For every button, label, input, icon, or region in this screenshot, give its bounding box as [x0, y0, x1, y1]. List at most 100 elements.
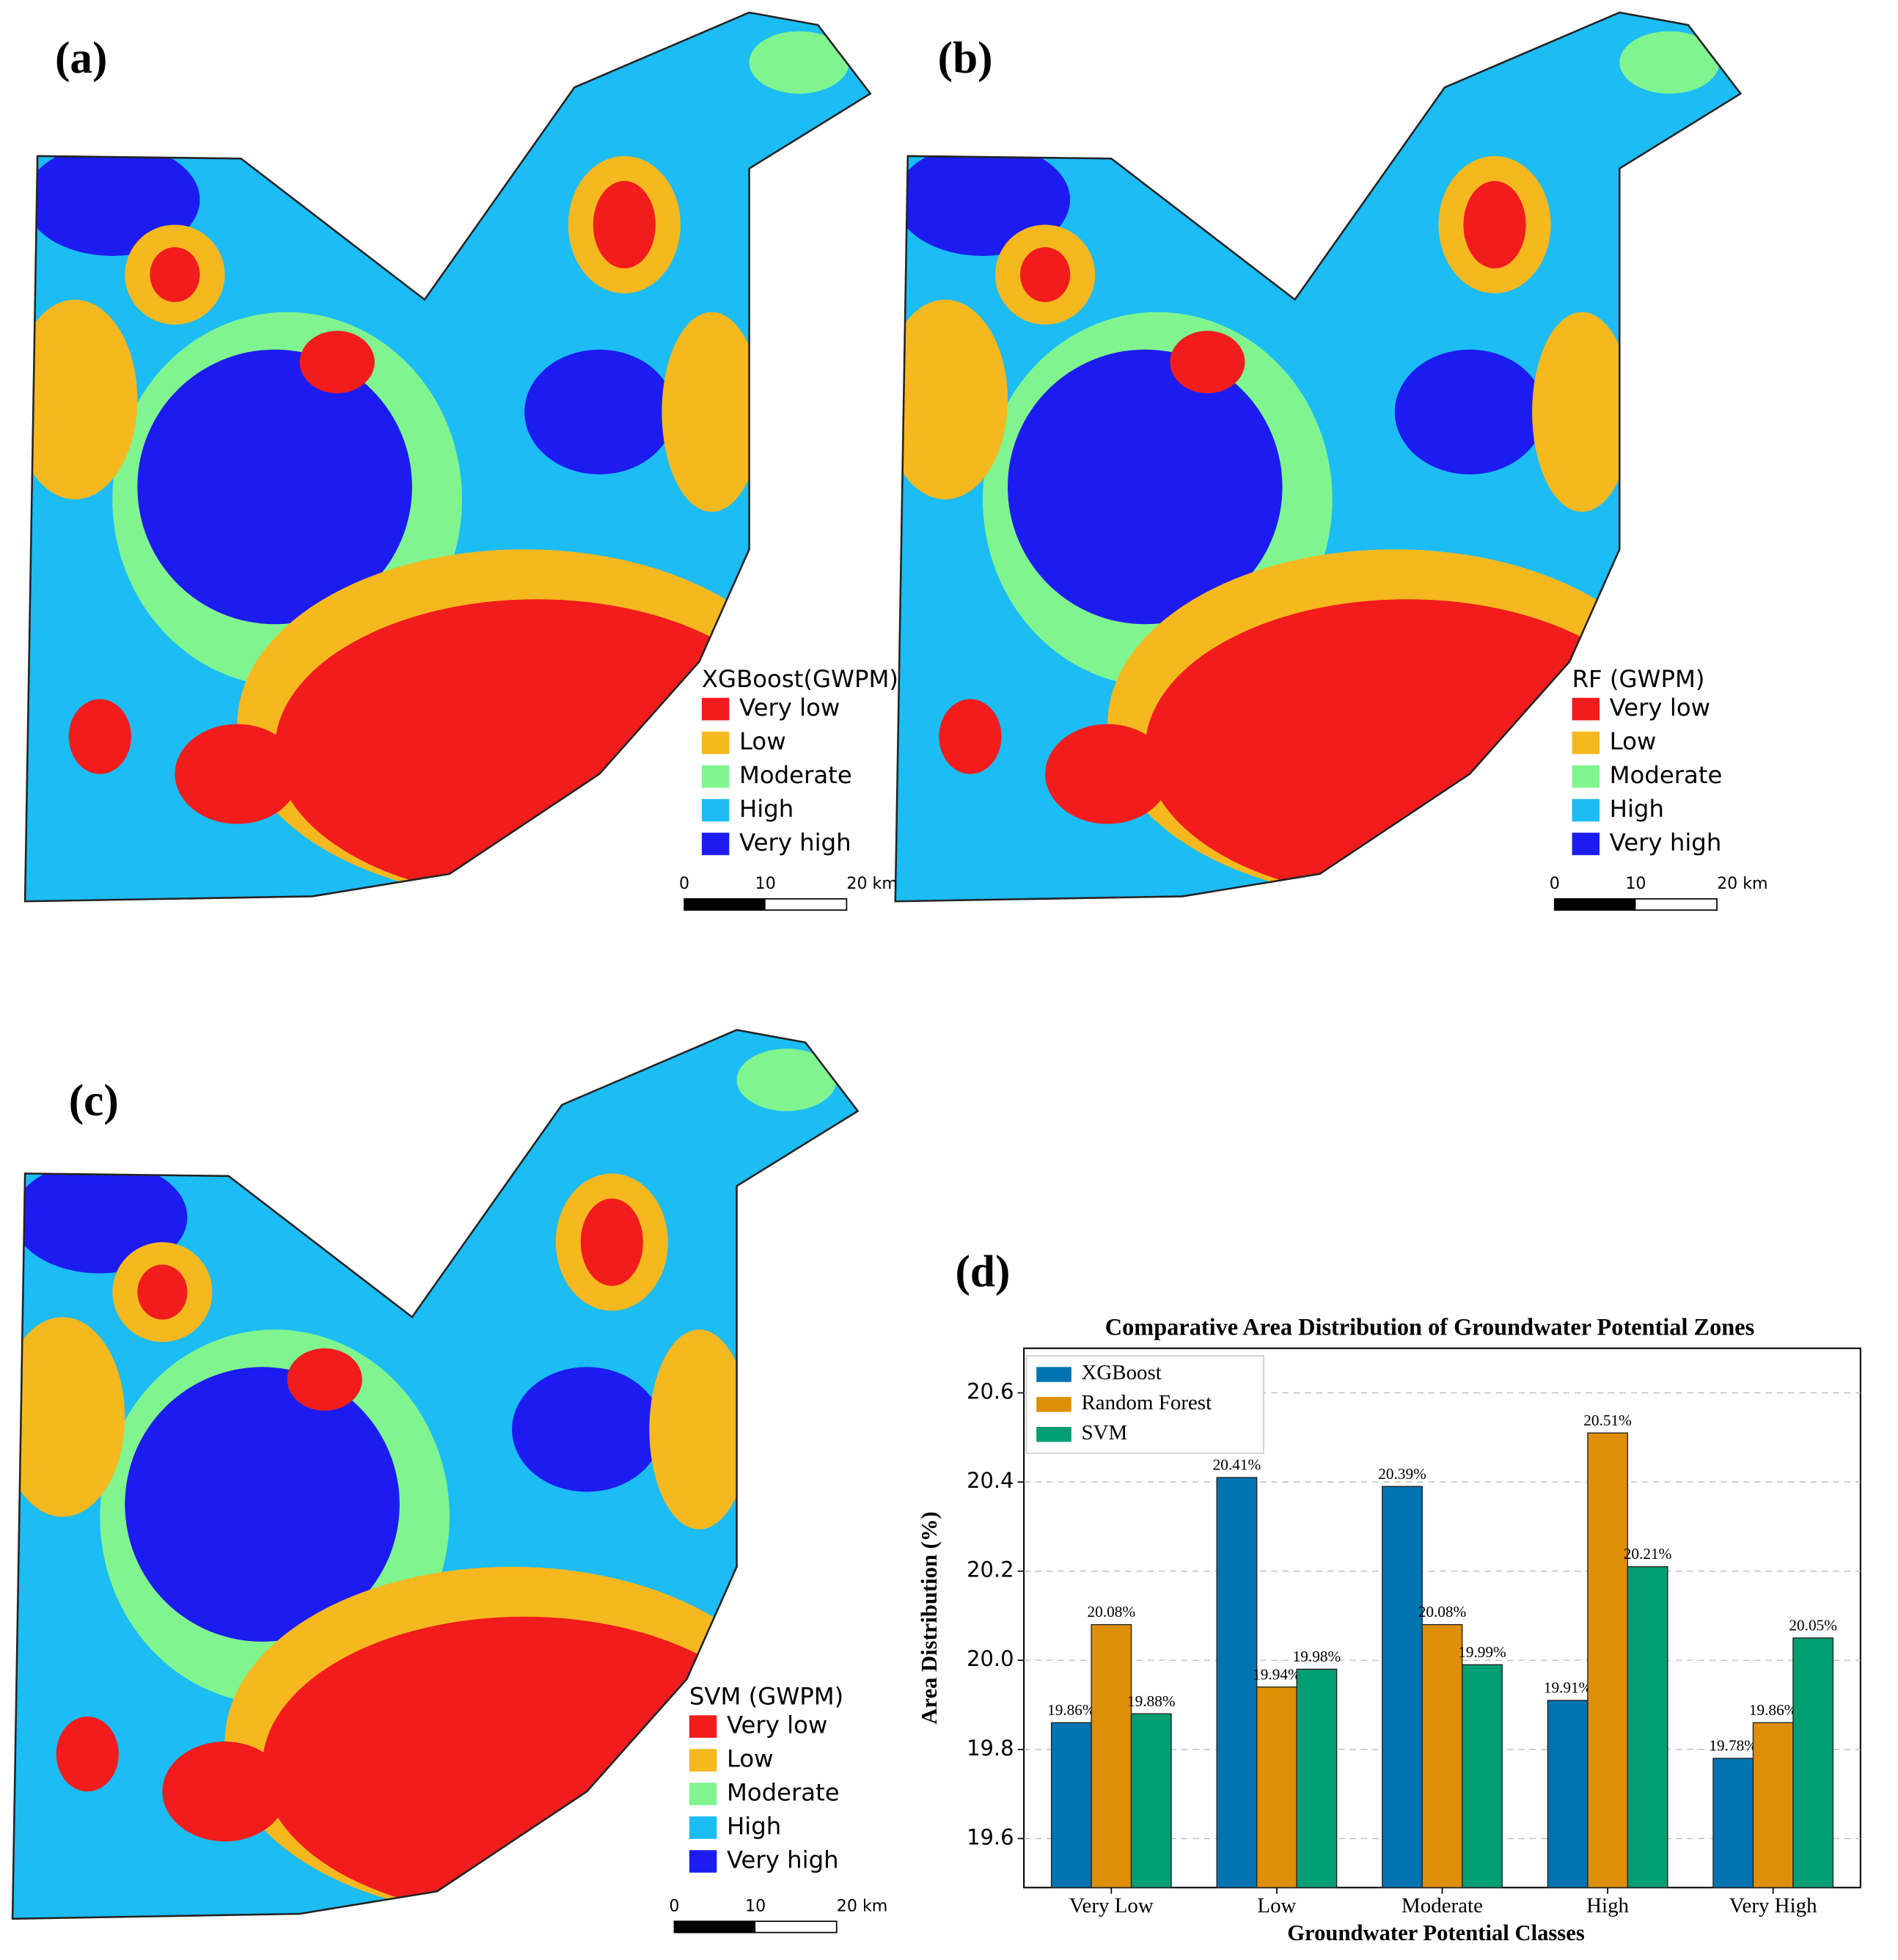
bar: [1462, 1664, 1503, 1888]
legend-label: Moderate: [1610, 761, 1723, 789]
legend-label: Very high: [739, 829, 851, 856]
value-label: 20.08%: [1088, 1603, 1136, 1621]
x-tick-label: High: [1586, 1894, 1629, 1917]
value-label: 19.86%: [1749, 1701, 1798, 1719]
legend-label: SVM: [1081, 1421, 1127, 1445]
legend-label: Very low: [727, 1711, 827, 1739]
y-tick-label: 20.4: [967, 1468, 1014, 1493]
legend-label: Random Forest: [1081, 1391, 1212, 1414]
scale-bar: [684, 898, 766, 911]
x-axis-label: Groundwater Potential Classes: [1287, 1920, 1585, 1945]
legend-swatch: [689, 1715, 717, 1738]
legend-label: Very low: [739, 694, 840, 722]
y-tick-label: 20.0: [967, 1646, 1014, 1671]
scale-label: 0: [669, 1896, 679, 1915]
legend-swatch: [1572, 765, 1600, 788]
panel-label: (d): [956, 1247, 1011, 1296]
legend-swatch: [701, 832, 730, 856]
scale-bar: [674, 1921, 756, 1933]
scale-label: 20 km: [837, 1896, 888, 1915]
legend-label: High: [1610, 795, 1664, 823]
legend-label: High: [727, 1813, 781, 1840]
legend-label: Moderate: [727, 1779, 840, 1807]
value-label: 20.51%: [1583, 1412, 1632, 1429]
panel-label: (c): [69, 1076, 119, 1126]
legend-swatch: [689, 1816, 717, 1839]
legend-swatch: [1036, 1367, 1071, 1382]
bar: [1792, 1637, 1834, 1888]
legend-swatch: [701, 799, 730, 822]
y-tick-label: 19.8: [967, 1736, 1014, 1761]
bar: [1382, 1486, 1423, 1888]
value-label: 20.39%: [1378, 1465, 1426, 1483]
x-tick-label: Moderate: [1401, 1894, 1483, 1917]
scale-label: 0: [679, 874, 689, 893]
legend-swatch: [701, 731, 730, 755]
value-label: 19.86%: [1047, 1701, 1096, 1719]
y-tick-label: 20.6: [967, 1379, 1014, 1404]
bar: [1712, 1758, 1754, 1888]
legend-label: Very low: [1610, 694, 1710, 722]
legend-swatch: [701, 765, 730, 788]
value-label: 19.91%: [1544, 1679, 1592, 1697]
x-tick-label: Very High: [1729, 1894, 1817, 1917]
legend-title: XGBoost(GWPM): [702, 665, 898, 693]
value-label: 19.99%: [1458, 1643, 1506, 1661]
scale-bar: [1554, 898, 1636, 911]
bar: [1216, 1477, 1258, 1888]
y-tick-label: 20.2: [967, 1557, 1014, 1582]
scale-label: 10: [745, 1896, 766, 1915]
chart-title: Comparative Area Distribution of Groundw…: [1105, 1314, 1754, 1340]
legend-label: Very high: [727, 1846, 839, 1873]
value-label: 20.05%: [1789, 1616, 1837, 1634]
bar: [1296, 1668, 1338, 1888]
legend-label: Low: [727, 1745, 774, 1773]
scale-label: 20 km: [1717, 874, 1768, 893]
scale-label: 0: [1550, 874, 1560, 893]
value-label: 19.78%: [1709, 1737, 1757, 1755]
bar: [1587, 1432, 1629, 1888]
scale-label: 10: [755, 874, 776, 893]
bar: [1627, 1566, 1668, 1888]
legend-swatch: [689, 1783, 717, 1805]
value-label: 19.98%: [1293, 1648, 1341, 1665]
y-axis-label: Area Distribution (%): [917, 1511, 942, 1724]
panel-label: (b): [938, 33, 993, 83]
bar: [1752, 1722, 1794, 1888]
legend-swatch: [1572, 697, 1600, 721]
legend-title: SVM (GWPM): [689, 1682, 843, 1710]
bar: [1130, 1713, 1172, 1888]
legend-label: XGBoost: [1081, 1361, 1161, 1384]
bar: [1091, 1623, 1132, 1888]
legend-label: Moderate: [739, 761, 852, 789]
bar: [1421, 1623, 1463, 1888]
value-label: 19.94%: [1253, 1665, 1301, 1683]
legend-swatch: [1036, 1397, 1071, 1412]
legend-swatch: [1572, 731, 1600, 755]
x-tick-label: Very Low: [1069, 1894, 1154, 1917]
y-tick-label: 19.6: [967, 1824, 1014, 1849]
value-label: 20.41%: [1213, 1456, 1261, 1474]
panel-label: (a): [55, 33, 107, 83]
legend-swatch: [701, 697, 730, 721]
legend-swatch: [689, 1850, 717, 1873]
legend-label: Low: [1610, 727, 1657, 755]
legend-swatch: [689, 1749, 717, 1772]
legend-label: Very high: [1610, 829, 1722, 856]
value-label: 19.88%: [1127, 1692, 1176, 1710]
value-label: 20.21%: [1624, 1545, 1672, 1563]
legend-title: RF (GWPM): [1572, 665, 1705, 693]
bar: [1547, 1700, 1589, 1888]
legend-label: High: [739, 795, 794, 823]
scale-label: 10: [1625, 874, 1646, 893]
legend-swatch: [1036, 1427, 1071, 1442]
legend-swatch: [1572, 799, 1600, 822]
legend-label: Low: [739, 727, 786, 755]
x-tick-label: Low: [1257, 1894, 1296, 1917]
value-label: 20.08%: [1418, 1603, 1467, 1621]
bar: [1256, 1686, 1297, 1888]
legend-swatch: [1572, 832, 1600, 856]
scale-label: 20 km: [846, 874, 898, 893]
bar: [1050, 1722, 1092, 1888]
